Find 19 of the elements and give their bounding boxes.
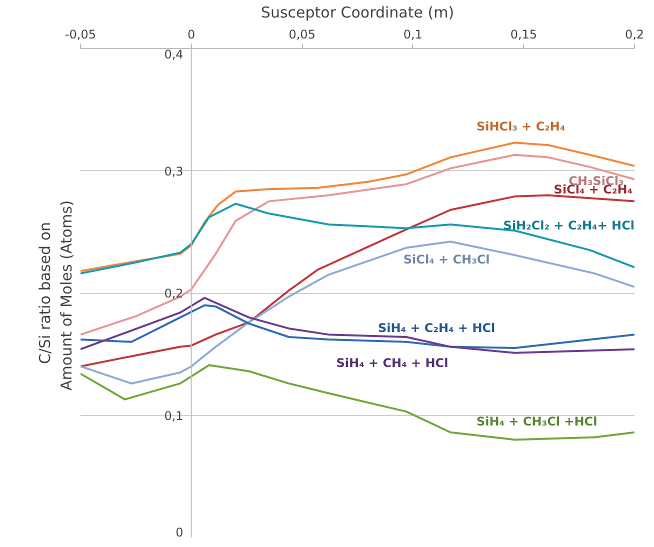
x-tick-label: 0,1 (403, 28, 422, 42)
x-tick-label: -0,05 (64, 28, 96, 42)
y-tick-label: 0,2 (164, 286, 184, 300)
y-tick-label: 0,1 (164, 408, 184, 423)
x-tick-label: 0 (187, 28, 196, 42)
x-tick-label: 0,05 (288, 28, 316, 42)
series-label: SiCl₄ + CH₃Cl (403, 252, 490, 267)
x-tick-label: 0,2 (624, 28, 644, 42)
y-tick-label: 0 (176, 526, 184, 540)
x-tick-label: 0,15 (510, 28, 538, 42)
y-axis-title: C/Si ratio based on Amount of Moles (Atoms) (36, 200, 76, 390)
y-tick-label: 0,4 (164, 48, 184, 62)
y-tick-label: 0,3 (164, 164, 184, 178)
series-label: SiH₄ + CH₄ + HCl (336, 356, 448, 370)
series-label: SiH₄ + CH₃Cl +HCl (476, 414, 598, 429)
series-label: SiHCl₃ + C₂H₄ (476, 120, 566, 134)
series-label: SiH₄ + C₂H₄ + HCl (378, 320, 496, 335)
x-axis-title: Susceptor Coordinate (m) (260, 4, 454, 22)
series-label: SiH₂Cl₂ + C₂H₄+ HCl (503, 218, 635, 232)
